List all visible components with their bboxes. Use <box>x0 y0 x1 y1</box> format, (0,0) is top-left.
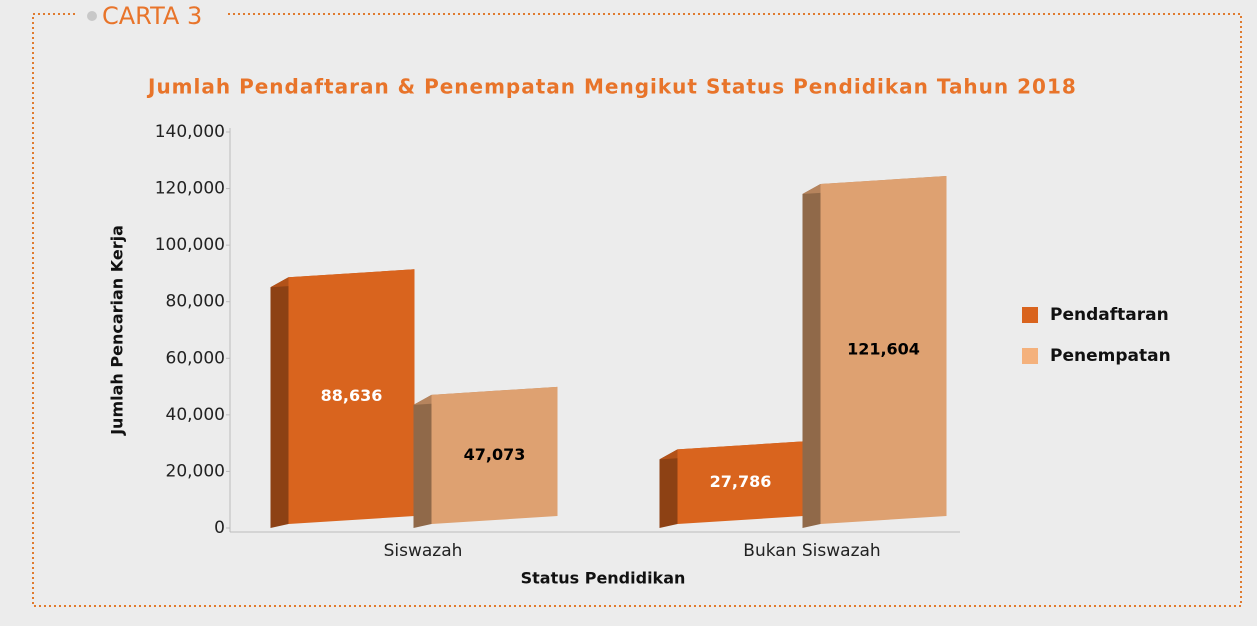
y-tick-label: 0 <box>214 518 225 538</box>
bar <box>431 386 558 524</box>
bar <box>677 441 804 524</box>
heading-dot <box>87 11 97 21</box>
y-tick-label: 20,000 <box>166 461 225 481</box>
bar-side <box>659 449 678 528</box>
x-tick-label: Siswazah <box>384 541 463 561</box>
bar-side <box>413 394 432 528</box>
value-label: 47,073 <box>464 445 526 464</box>
y-tick-label: 60,000 <box>166 348 225 368</box>
bar <box>820 176 947 524</box>
y-tick-label: 100,000 <box>155 235 225 255</box>
legend-swatch <box>1022 348 1038 364</box>
bar-side <box>802 184 821 528</box>
value-label: 88,636 <box>321 386 383 405</box>
bar-side <box>270 277 289 528</box>
legend-swatch <box>1022 307 1038 323</box>
y-tick-label: 40,000 <box>166 405 225 425</box>
legend-label: Pendaftaran <box>1050 305 1169 325</box>
bar <box>288 269 415 524</box>
chart-title: Jumlah Pendaftaran & Penempatan Mengikut… <box>146 75 1077 99</box>
y-tick-label: 140,000 <box>155 122 225 142</box>
value-label: 121,604 <box>847 340 920 359</box>
legend-label: Penempatan <box>1050 346 1171 366</box>
heading-bg <box>78 6 228 26</box>
heading: CARTA 3 <box>102 2 202 30</box>
value-label: 27,786 <box>710 472 772 491</box>
x-tick-label: Bukan Siswazah <box>743 541 880 561</box>
y-tick-label: 120,000 <box>155 179 225 199</box>
y-axis-label: Jumlah Pencarian Kerja <box>108 225 127 436</box>
x-axis-label: Status Pendidikan <box>521 569 686 588</box>
y-tick-label: 80,000 <box>166 292 225 312</box>
